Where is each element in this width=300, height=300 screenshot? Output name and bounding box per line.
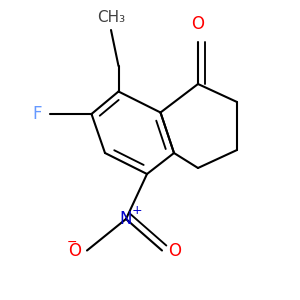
Text: CH₃: CH₃	[97, 11, 125, 26]
Text: F: F	[32, 105, 42, 123]
Text: O: O	[191, 15, 205, 33]
Text: N: N	[120, 210, 132, 228]
Text: +: +	[131, 203, 142, 217]
Text: −: −	[67, 236, 77, 249]
Text: O: O	[168, 242, 181, 260]
Text: O: O	[68, 242, 81, 260]
